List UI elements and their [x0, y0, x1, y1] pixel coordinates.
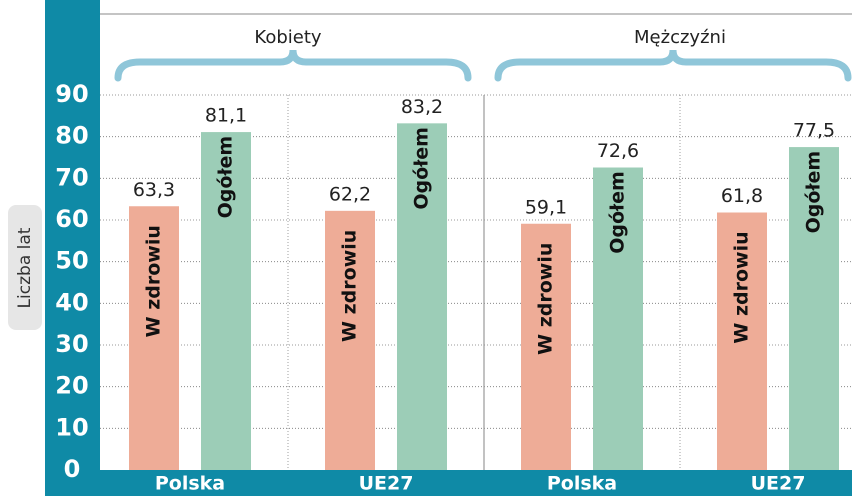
bar — [789, 147, 839, 471]
bar-series-label: Ogółem — [607, 171, 629, 254]
category-band — [45, 470, 852, 496]
bar-series-label: W zdrowiu — [535, 243, 557, 355]
y-tick-label: 40 — [55, 288, 88, 316]
bar-series-label: W zdrowiu — [143, 225, 165, 337]
x-tick-label: UE27 — [751, 473, 806, 495]
bar — [717, 212, 767, 470]
brace — [114, 49, 472, 82]
y-tick-label: 60 — [55, 205, 88, 233]
y-tick-label: 70 — [55, 163, 88, 191]
y-tick-label: 20 — [55, 372, 88, 400]
bar-series-label: Ogółem — [803, 151, 825, 234]
bar-series-label: W zdrowiu — [731, 231, 753, 343]
value-label: 83,2 — [401, 96, 443, 118]
y-tick-label: 80 — [55, 122, 88, 150]
group-label: Kobiety — [254, 27, 321, 48]
bar-series-label: Ogółem — [411, 127, 433, 210]
bar — [325, 210, 375, 471]
value-label: 59,1 — [525, 196, 567, 218]
y-axis-label: Liczba lat — [15, 227, 35, 308]
bar — [397, 123, 447, 470]
bar — [593, 167, 643, 470]
group-label: Mężczyźni — [634, 27, 726, 48]
x-tick-label: UE27 — [359, 473, 414, 495]
y-tick-label: 50 — [55, 247, 88, 275]
y-tick-label: 90 — [55, 80, 88, 108]
x-tick-label: Polska — [547, 473, 617, 495]
value-label: 63,3 — [133, 179, 175, 201]
value-label: 72,6 — [597, 140, 639, 162]
value-label: 61,8 — [721, 185, 763, 207]
value-label: 81,1 — [205, 105, 247, 127]
bar — [129, 206, 179, 470]
bar-series-label: Ogółem — [215, 136, 237, 219]
bar — [201, 132, 251, 471]
brace — [494, 49, 852, 82]
y-tick-label: 0 — [64, 455, 81, 483]
y-tick-label: 10 — [55, 413, 88, 441]
value-label: 77,5 — [793, 120, 835, 142]
bar — [521, 223, 571, 470]
bar-series-label: W zdrowiu — [339, 230, 361, 342]
y-tick-label: 30 — [55, 330, 88, 358]
x-tick-label: Polska — [155, 473, 225, 495]
y-label-box — [8, 205, 42, 330]
axis-panel — [45, 0, 100, 496]
value-label: 62,2 — [329, 183, 371, 205]
